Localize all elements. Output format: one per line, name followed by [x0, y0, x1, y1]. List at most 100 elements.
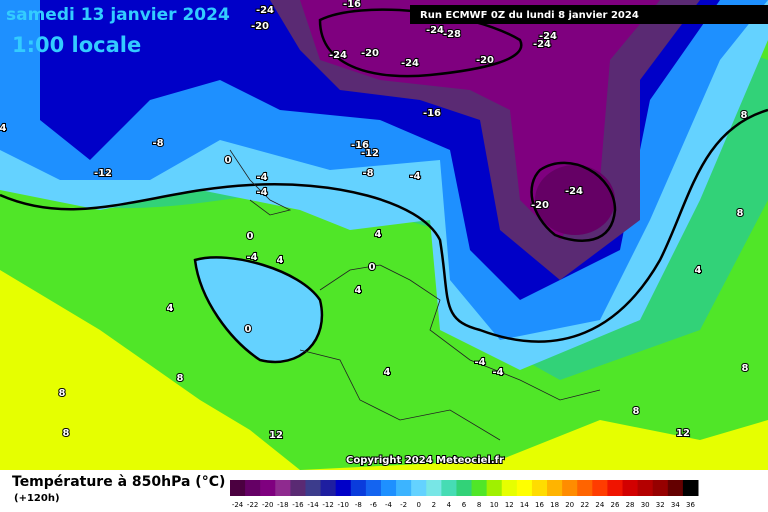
scale-label: 24	[595, 501, 604, 509]
contour-label: -24	[401, 58, 419, 69]
scale-swatch	[411, 480, 427, 496]
contour-label: -4	[246, 252, 257, 263]
scale-swatch	[547, 480, 563, 496]
contour-label: -16	[343, 0, 361, 10]
scale-label: 36	[686, 501, 695, 509]
run-info: Run ECMWF 0Z du lundi 8 janvier 2024	[420, 10, 639, 21]
scale-swatch	[562, 480, 578, 496]
contour-label: 4	[355, 285, 362, 296]
scale-label: -14	[307, 501, 319, 509]
scale-label: 18	[550, 501, 559, 509]
contour-label: -4	[256, 172, 267, 183]
scale-swatch	[456, 480, 473, 496]
scale-swatch	[335, 480, 352, 496]
scale-swatch	[607, 480, 624, 496]
coastlines	[229, 149, 601, 441]
scale-label: -12	[322, 501, 333, 509]
scale-label: 26	[611, 501, 620, 509]
scale-swatch	[320, 480, 337, 496]
contour-label: 4	[0, 123, 7, 134]
contour-label: 12	[676, 428, 690, 439]
scale-swatch	[501, 480, 518, 496]
contour-label: -24	[565, 186, 583, 197]
contour-label: -20	[251, 21, 269, 32]
contour-label: -12	[361, 148, 379, 159]
scale-label: 6	[462, 501, 467, 509]
scale-label: 20	[565, 501, 574, 509]
scale-label: 4	[447, 501, 452, 509]
scale-swatch	[426, 480, 442, 496]
contour-label: 4	[384, 367, 391, 378]
scale-swatch	[667, 480, 684, 496]
scale-label: 14	[520, 501, 529, 509]
scale-swatch	[682, 480, 699, 496]
scale-swatch	[516, 480, 533, 496]
scale-label: 12	[505, 501, 514, 509]
scale-label: 28	[626, 501, 635, 509]
contour-label: 8	[742, 363, 749, 374]
contour-label: 0	[225, 155, 232, 166]
scale-label: 34	[671, 501, 680, 509]
contours	[0, 8, 768, 364]
scale-swatch	[275, 480, 291, 496]
temp-zone	[195, 257, 322, 362]
legend-lead: (+120h)	[14, 493, 60, 504]
contour-label: 0	[247, 231, 254, 242]
scale-swatch	[380, 480, 397, 496]
contour-label: -4	[256, 187, 267, 198]
contour-label: -24	[256, 5, 274, 16]
contour-label: -20	[361, 48, 379, 59]
scale-swatch	[260, 480, 276, 496]
temp-zone	[535, 165, 615, 235]
scale-label: -16	[292, 501, 304, 509]
coastline	[299, 349, 501, 441]
color-scale: -24 -22 -20 -18 -16 -14 -12 -10 -8 -6 -4 -2 0 2 4 6 8 10 1…	[230, 480, 699, 509]
scale-swatch	[305, 480, 322, 496]
scale-label: -22	[247, 501, 258, 509]
scale-swatch	[365, 480, 382, 496]
contour-line	[318, 8, 523, 78]
contour-label: -12	[94, 168, 112, 179]
contour-label: 8	[63, 428, 70, 439]
contour-line	[193, 256, 324, 364]
scale-swatch	[652, 480, 669, 496]
contour-label: 8	[633, 406, 640, 417]
contour-label: 8	[741, 110, 748, 121]
scale-label: 30	[641, 501, 650, 509]
contour-label: -24	[426, 25, 444, 36]
contour-label: 0	[369, 262, 376, 273]
contour-label: -8	[152, 138, 163, 149]
coastline	[229, 149, 292, 216]
scale-label: -20	[262, 501, 273, 509]
scale-swatch	[471, 480, 488, 496]
contour-line	[530, 161, 617, 242]
contour-label: -24	[329, 50, 347, 61]
copyright: Copyright 2024 Meteociel.fr	[346, 455, 504, 466]
scale-swatch	[396, 480, 412, 496]
scale-swatch	[622, 480, 639, 496]
contour-label: 0	[245, 324, 252, 335]
scale-label: -10	[338, 501, 349, 509]
contour-label: 8	[59, 388, 66, 399]
scale-swatch	[245, 480, 261, 496]
scale-label: -2	[400, 501, 407, 509]
scale-label: -24	[232, 501, 244, 509]
scale-label: 2	[432, 501, 436, 509]
contour-label: 4	[375, 229, 382, 240]
scale-label: 22	[580, 501, 589, 509]
scale-swatch	[230, 480, 246, 496]
scale-swatch	[290, 480, 306, 496]
contour-label: -4	[474, 357, 485, 368]
contour-label: -24	[533, 39, 551, 50]
contour-label: 12	[269, 430, 283, 441]
contour-label: -24	[539, 31, 557, 42]
map-date: samedi 13 janvier 2024	[6, 5, 230, 25]
contour-line	[0, 108, 768, 343]
scale-swatch	[441, 480, 457, 496]
contour-label: 8	[737, 208, 744, 219]
scale-swatch	[350, 480, 367, 496]
contour-label: -16	[351, 140, 369, 151]
scale-label: -4	[385, 501, 393, 509]
scale-swatch	[577, 480, 593, 496]
